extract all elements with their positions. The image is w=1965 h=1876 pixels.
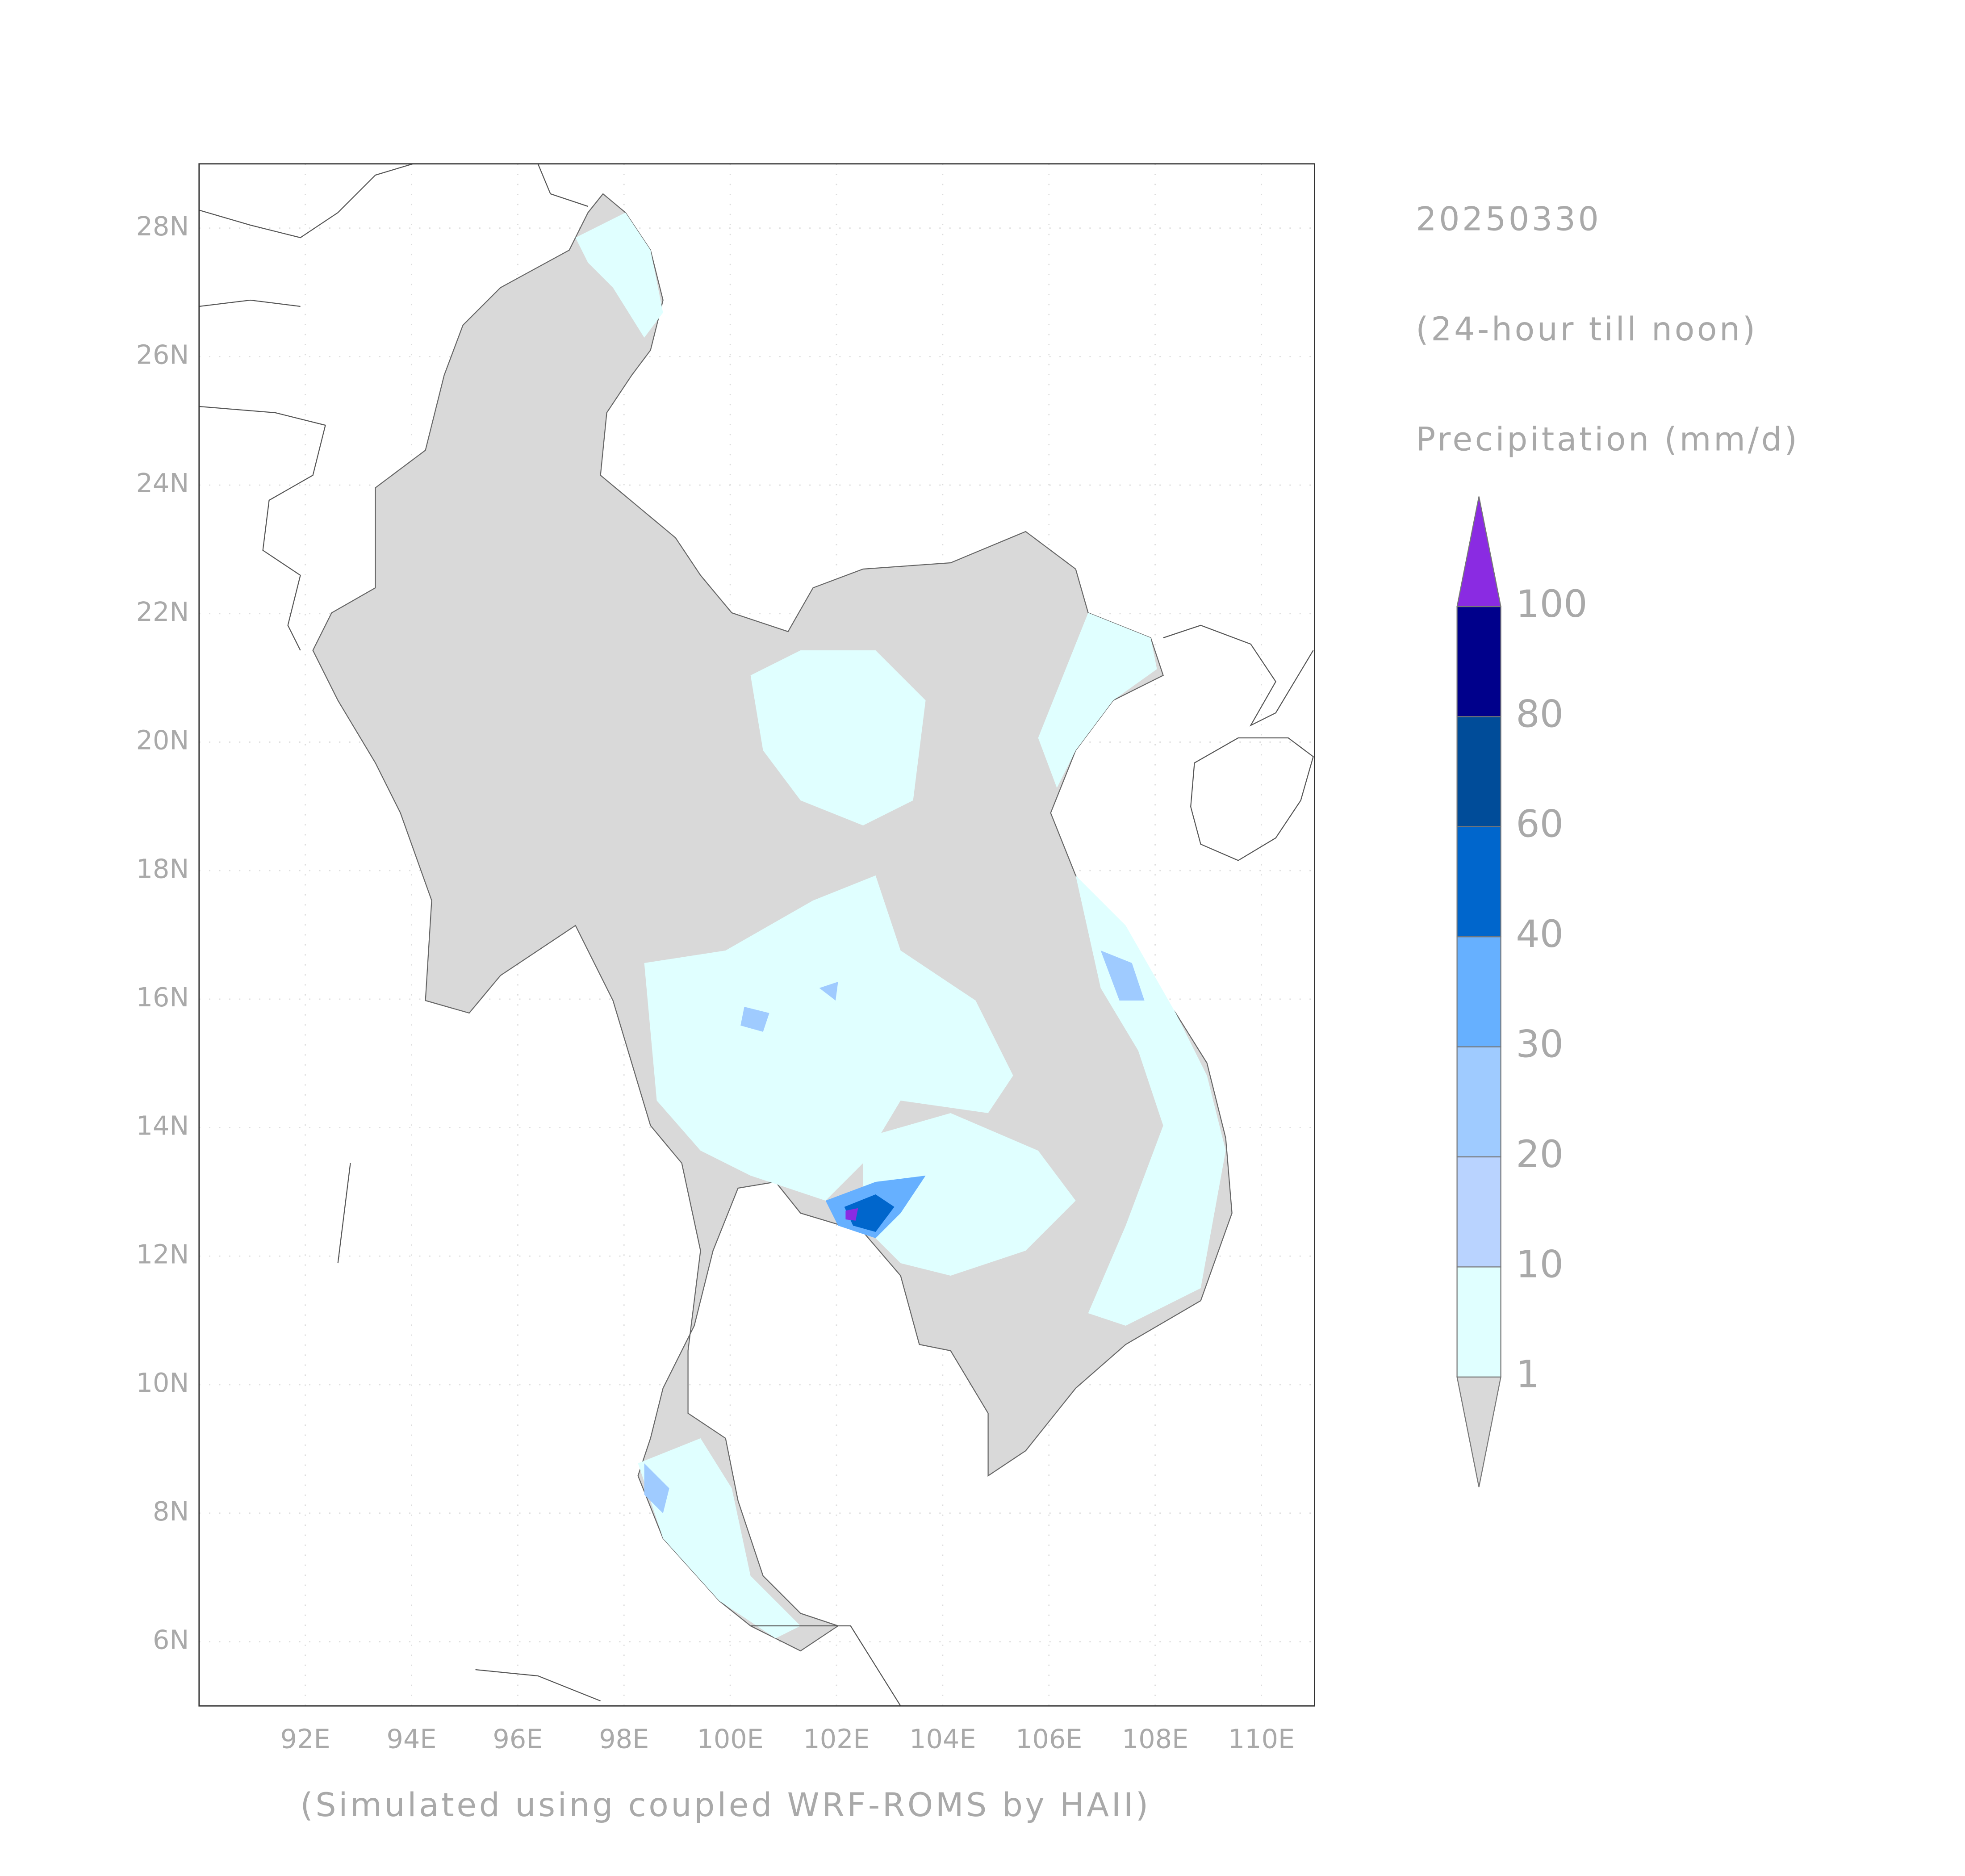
lat-tick-label: 8N	[153, 1496, 189, 1527]
lon-tick-label: 110E	[1228, 1724, 1295, 1755]
rain-light	[638, 1438, 801, 1638]
colorbar-label: 100	[1516, 582, 1587, 626]
lat-tick-label: 12N	[136, 1239, 189, 1269]
lon-tick-label: 106E	[1016, 1724, 1082, 1755]
lat-tick-label: 22N	[136, 596, 189, 627]
colorbar: 1 10 20 30 40 60 80 100	[1456, 496, 1588, 1487]
colorbar-label: 60	[1516, 802, 1564, 846]
rain-light	[750, 650, 926, 825]
rain-light	[1038, 613, 1157, 788]
map-frame	[198, 163, 1315, 1707]
lat-tick-label: 26N	[136, 339, 189, 370]
rain-intense	[845, 1208, 858, 1221]
colorbar-segment	[1456, 1046, 1501, 1158]
lon-tick-label: 102E	[803, 1724, 870, 1755]
colorbar-segment	[1456, 826, 1501, 938]
credit-label: (Simulated using coupled WRF-ROMS by HAI…	[300, 1786, 1150, 1824]
colorbar-label: 40	[1516, 912, 1564, 956]
colorbar-over	[1456, 496, 1501, 607]
colorbar-segment	[1456, 936, 1501, 1047]
date-label: 20250330	[1416, 201, 1601, 239]
colorbar-label: 20	[1516, 1132, 1564, 1176]
lon-tick-label: 94E	[387, 1724, 437, 1755]
lon-tick-label: 104E	[909, 1724, 976, 1755]
lon-tick-label: 98E	[599, 1724, 649, 1755]
axis-labels: 92E 94E 96E 98E 100E 102E 104E 106E 108E 110E 28N 2…	[136, 211, 1295, 1755]
land	[199, 163, 1314, 1706]
indochina-land	[312, 193, 1233, 1652]
colorbar-segment	[1456, 606, 1501, 717]
lat-tick-label: 18N	[136, 853, 189, 884]
colorbar-label: 30	[1516, 1022, 1564, 1066]
colorbar-label: 10	[1516, 1242, 1564, 1286]
colorbar-label: 80	[1516, 692, 1564, 736]
lat-tick-label: 24N	[136, 468, 189, 498]
lon-tick-label: 96E	[493, 1724, 543, 1755]
period-label: (24-hour till noon)	[1416, 310, 1758, 348]
lon-tick-label: 100E	[697, 1724, 763, 1755]
rain-light	[1075, 875, 1226, 1326]
colorbar-segment	[1456, 1156, 1501, 1268]
colorbar-segment	[1456, 1266, 1501, 1378]
lat-tick-label: 14N	[136, 1110, 189, 1141]
lat-tick-label: 20N	[136, 725, 189, 756]
hainan	[1190, 737, 1314, 861]
coastline	[199, 163, 1314, 1706]
lat-tick-label: 6N	[153, 1624, 189, 1655]
lon-tick-label: 92E	[280, 1724, 330, 1755]
rain-light	[863, 1113, 1076, 1276]
lat-tick-label: 16N	[136, 982, 189, 1013]
lon-tick-label: 108E	[1122, 1724, 1188, 1755]
colorbar-segment	[1456, 716, 1501, 827]
lat-tick-label: 10N	[136, 1367, 189, 1398]
colorbar-label: 1	[1516, 1353, 1539, 1396]
rain-heavy	[844, 1194, 895, 1232]
rain-light	[575, 213, 663, 338]
rain-light	[644, 875, 1013, 1201]
lat-tick-label: 28N	[136, 211, 189, 242]
variable-label: Precipitation (mm/d)	[1416, 420, 1799, 458]
